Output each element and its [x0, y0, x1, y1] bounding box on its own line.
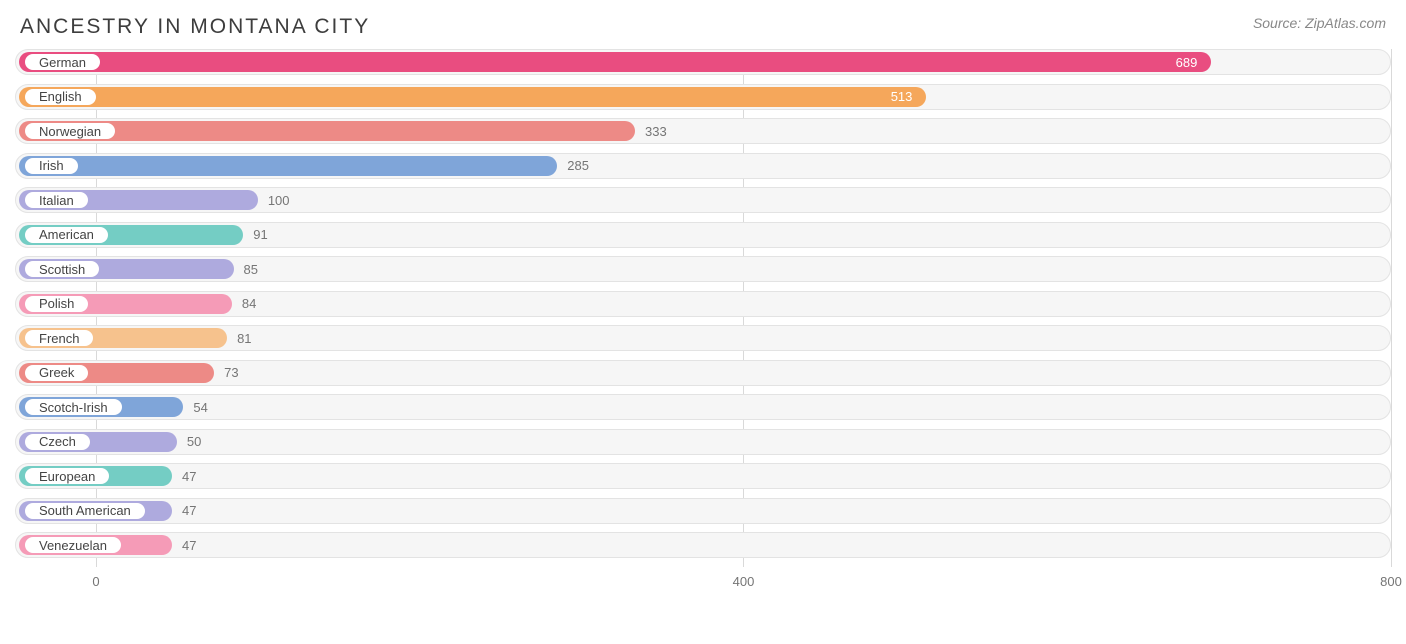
bar-row: English 513 — [15, 84, 1391, 114]
chart-header: ANCESTRY IN MONTANA CITY Source: ZipAtla… — [0, 0, 1406, 49]
bar-track — [15, 394, 1391, 420]
bar-value: 513 — [891, 87, 913, 107]
bar-track — [15, 532, 1391, 558]
bar-value: 285 — [567, 156, 589, 176]
bar-fill — [19, 87, 926, 107]
bar-row: Czech 50 — [15, 429, 1391, 459]
bar-label: Irish — [23, 156, 80, 176]
bar-row: Scotch-Irish 54 — [15, 394, 1391, 424]
bar-value: 85 — [244, 259, 258, 279]
bar-track — [15, 463, 1391, 489]
bar-fill — [19, 156, 557, 176]
bar-fill — [19, 52, 1211, 72]
bar-value: 81 — [237, 328, 251, 348]
bar-row: South American 47 — [15, 498, 1391, 528]
bar-label: American — [23, 225, 110, 245]
bar-value: 100 — [268, 190, 290, 210]
bar-value: 91 — [253, 225, 267, 245]
bar-track — [15, 498, 1391, 524]
bar-label: Venezuelan — [23, 535, 123, 555]
bar-label: Czech — [23, 432, 92, 452]
bar-row: Polish 84 — [15, 291, 1391, 321]
bar-row: German 689 — [15, 49, 1391, 79]
bar-row: Irish 285 — [15, 153, 1391, 183]
bar-label: English — [23, 87, 98, 107]
bar-value: 689 — [1176, 52, 1198, 72]
bar-track — [15, 360, 1391, 386]
bar-value: 333 — [645, 121, 667, 141]
bar-label: Norwegian — [23, 121, 117, 141]
bar-row: American 91 — [15, 222, 1391, 252]
bar-label: German — [23, 52, 102, 72]
bar-label: Scottish — [23, 259, 101, 279]
bar-row: Italian 100 — [15, 187, 1391, 217]
bar-value: 50 — [187, 432, 201, 452]
x-tick-label: 800 — [1380, 574, 1402, 589]
bar-value: 47 — [182, 501, 196, 521]
x-tick-label: 400 — [733, 574, 755, 589]
bar-label: French — [23, 328, 95, 348]
bar-value: 54 — [193, 397, 207, 417]
bar-row: French 81 — [15, 325, 1391, 355]
bar-value: 47 — [182, 535, 196, 555]
bar-value: 73 — [224, 363, 238, 383]
bar-label: Scotch-Irish — [23, 397, 124, 417]
bar-row: Venezuelan 47 — [15, 532, 1391, 562]
bar-label: South American — [23, 501, 147, 521]
bar-label: Polish — [23, 294, 90, 314]
bar-row: Scottish 85 — [15, 256, 1391, 286]
bar-label: European — [23, 466, 111, 486]
bar-value: 84 — [242, 294, 256, 314]
bar-row: European 47 — [15, 463, 1391, 493]
bar-label: Greek — [23, 363, 90, 383]
bar-row: Greek 73 — [15, 360, 1391, 390]
bar-track — [15, 429, 1391, 455]
bar-label: Italian — [23, 190, 90, 210]
x-axis: 0400800 — [15, 567, 1391, 589]
gridline — [1391, 49, 1392, 567]
chart-title: ANCESTRY IN MONTANA CITY — [20, 15, 370, 39]
chart-area: German689English513Norwegian333Irish285I… — [15, 49, 1391, 589]
x-tick-label: 0 — [92, 574, 99, 589]
chart-source: Source: ZipAtlas.com — [1253, 15, 1386, 31]
bar-row: Norwegian 333 — [15, 118, 1391, 148]
bar-value: 47 — [182, 466, 196, 486]
